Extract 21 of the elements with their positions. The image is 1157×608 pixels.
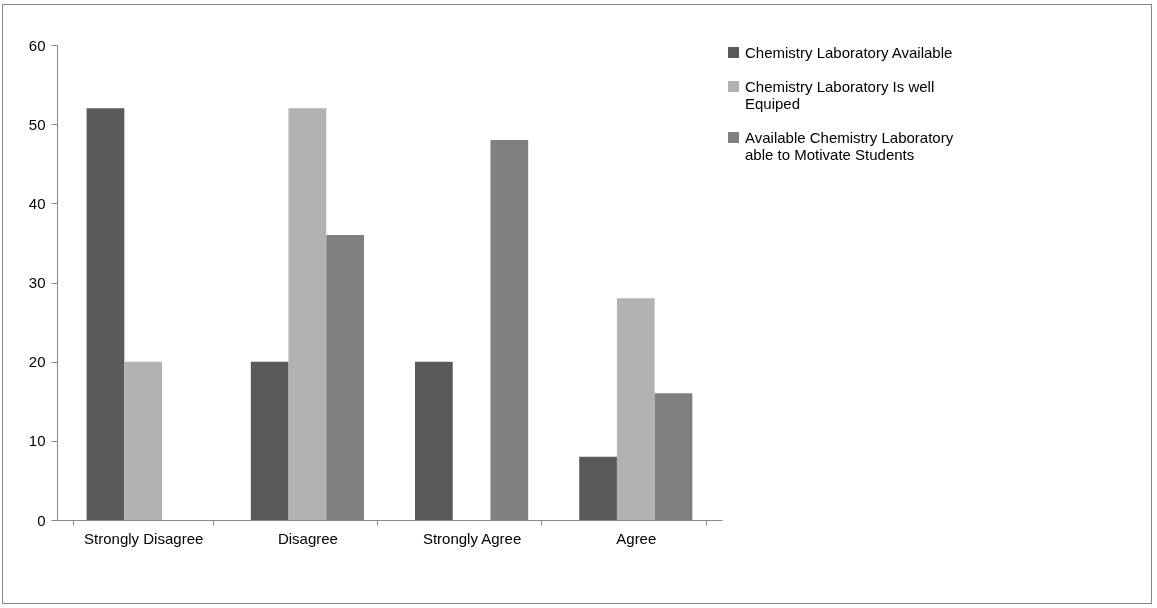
bar (616, 298, 655, 520)
y-tick-label: 10 (28, 432, 46, 450)
bar (124, 361, 163, 520)
x-tick-label: Disagree (277, 529, 338, 547)
x-tick-label: Strongly Agree (422, 529, 522, 547)
y-tick-label: 40 (28, 194, 46, 212)
bar (250, 361, 289, 520)
y-tick-label: 60 (28, 36, 46, 54)
bar (415, 361, 453, 520)
bar (579, 456, 617, 520)
y-tick-label: 50 (28, 115, 46, 133)
y-tick-label: 0 (37, 511, 46, 529)
y-tick-label: 30 (28, 274, 46, 291)
x-tick-label: Agree (616, 529, 657, 547)
x-tick-label: Strongly Disagree (84, 529, 204, 547)
legend-label: Available Chemistry Laboratory able to Motivate Students (745, 128, 954, 163)
legend-label: Chemistry Laboratory Available (745, 43, 953, 61)
bar (288, 108, 327, 520)
legend-label: Chemistry Laboratory Is well Equiped (745, 77, 935, 112)
y-tick-label: 20 (28, 353, 46, 371)
bar (86, 108, 125, 520)
